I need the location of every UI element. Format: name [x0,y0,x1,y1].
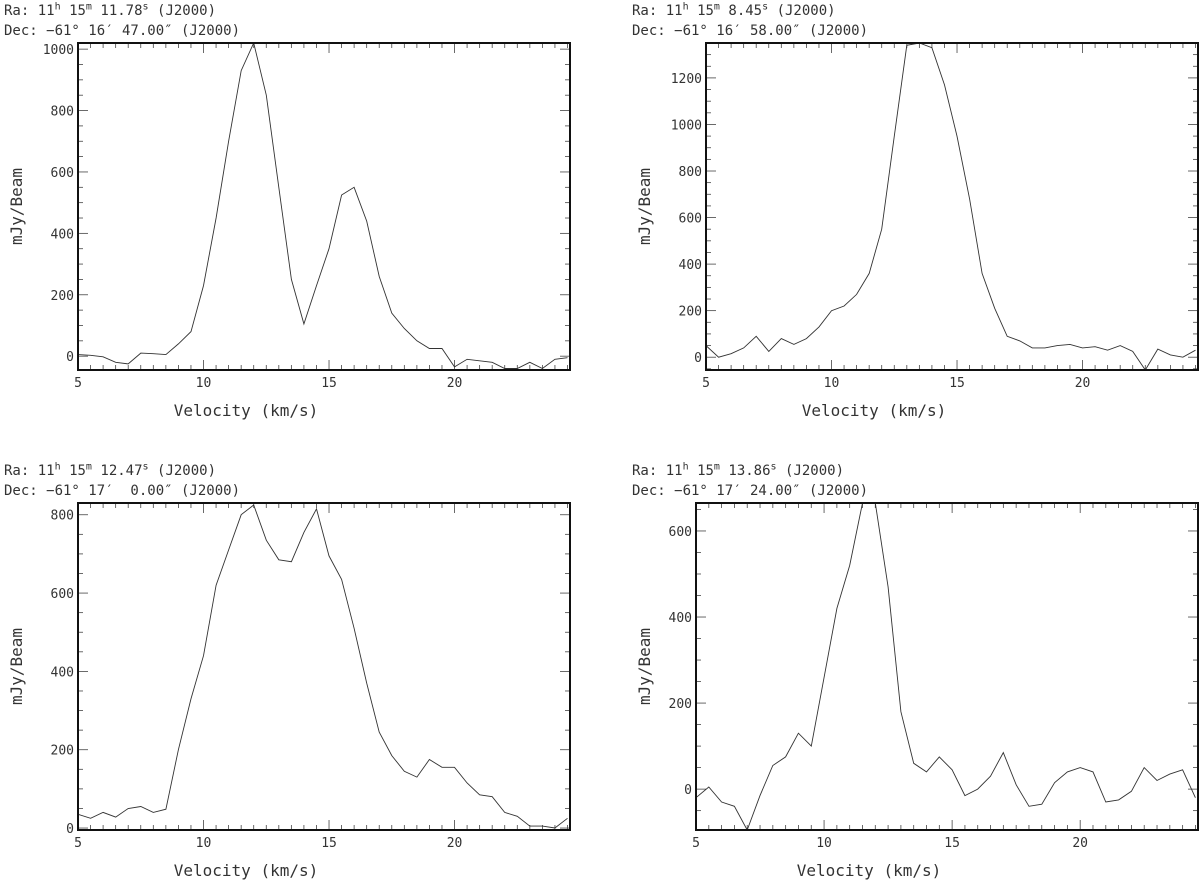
dec-header: Dec: −61° 16′ 58.00″ (J2000) [632,23,869,39]
spectrum-line [696,503,1196,830]
dec-header: Dec: −61° 17′ 24.00″ (J2000) [632,483,869,499]
y-tick-label: 400 [51,665,74,680]
x-tick-label: 20 [1075,376,1091,391]
y-tick-label: 1000 [671,118,702,133]
y-tick-label: 400 [51,227,74,242]
x-tick-label: 20 [447,376,463,391]
x-tick-label: 15 [321,376,337,391]
spectrum-panel-4: Ra: 11h 15m 13.86s (J2000) Dec: −61° 17′… [628,460,1200,883]
ra-header: Ra: 11h 15m 13.86s (J2000) [632,461,845,479]
spectrum-line [706,43,1196,370]
plot-frame [77,502,571,831]
y-axis-label: mJy/Beam [7,168,26,245]
x-axis-label: Velocity (km/s) [797,861,942,880]
y-tick-label: 0 [684,783,692,798]
y-tick-label: 0 [66,822,74,837]
x-tick-label: 15 [321,836,337,851]
ra-header: Ra: 11h 15m 8.45s (J2000) [632,1,836,19]
spectrum-panel-1: Ra: 11h 15m 11.78s (J2000) Dec: −61° 16′… [0,0,600,441]
y-tick-label: 1200 [671,72,702,87]
y-tick-label: 800 [679,165,702,180]
x-tick-label: 10 [196,376,212,391]
spectrum-panel-2: Ra: 11h 15m 8.45s (J2000) Dec: −61° 16′ … [628,0,1200,441]
spectrum-line [78,43,568,370]
y-tick-label: 200 [51,744,74,759]
x-tick-label: 15 [949,376,965,391]
y-tick-label: 200 [51,289,74,304]
dec-header: Dec: −61° 16′ 47.00″ (J2000) [4,23,241,39]
y-tick-label: 0 [694,351,702,366]
x-axis-label: Velocity (km/s) [174,861,319,880]
x-axis-label: Velocity (km/s) [174,401,319,420]
y-tick-label: 200 [679,305,702,320]
y-tick-label: 600 [51,587,74,602]
x-tick-label: 20 [447,836,463,851]
x-axis-label: Velocity (km/s) [802,401,947,420]
plot-frame [705,42,1199,371]
y-axis-label: mJy/Beam [7,628,26,705]
y-tick-label: 800 [51,509,74,524]
x-tick-label: 10 [816,836,832,851]
ra-header: Ra: 11h 15m 11.78s (J2000) [4,1,217,19]
y-axis-label: mJy/Beam [635,628,654,705]
x-tick-label: 5 [702,376,710,391]
y-tick-label: 600 [679,212,702,227]
ra-header: Ra: 11h 15m 12.47s (J2000) [4,461,217,479]
x-tick-label: 5 [74,376,82,391]
x-tick-label: 5 [692,836,700,851]
y-tick-label: 800 [51,105,74,120]
x-tick-label: 10 [196,836,212,851]
x-tick-label: 5 [74,836,82,851]
plot-frame [695,502,1199,831]
spectrum-panel-3: Ra: 11h 15m 12.47s (J2000) Dec: −61° 17′… [0,460,600,883]
y-tick-label: 600 [669,525,692,540]
spectrum-line [78,504,568,829]
plot-frame [77,42,571,371]
y-tick-label: 600 [51,166,74,181]
y-axis-label: mJy/Beam [635,168,654,245]
y-tick-label: 1000 [43,43,74,58]
dec-header: Dec: −61° 17′ 0.00″ (J2000) [4,483,241,499]
y-tick-label: 200 [669,697,692,712]
x-tick-label: 10 [824,376,840,391]
x-tick-label: 20 [1072,836,1088,851]
y-tick-label: 0 [66,350,74,365]
y-tick-label: 400 [679,258,702,273]
y-tick-label: 400 [669,611,692,626]
x-tick-label: 15 [944,836,960,851]
